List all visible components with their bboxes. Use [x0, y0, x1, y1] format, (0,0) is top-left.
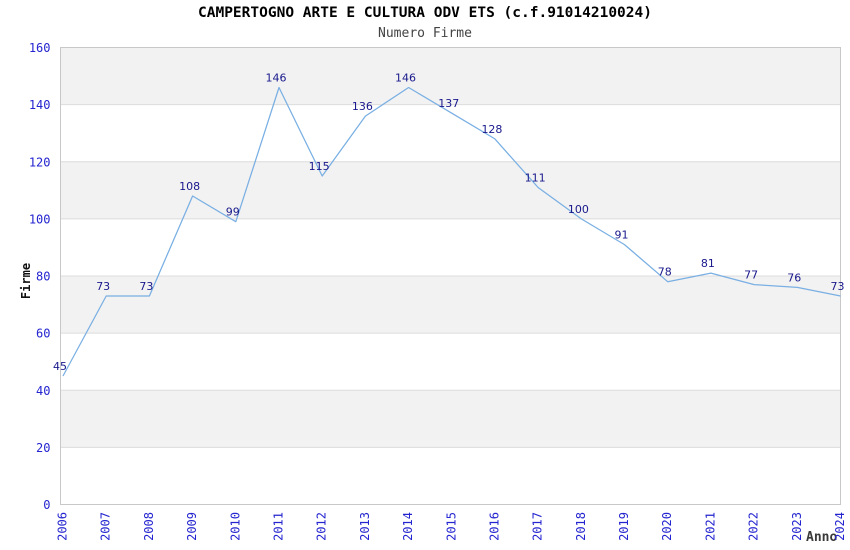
data-label: 73	[831, 280, 845, 293]
data-label: 128	[481, 123, 502, 136]
x-tick-label: 2012	[315, 512, 329, 541]
x-tick-label: 2017	[531, 512, 545, 541]
x-tick-label: 2019	[617, 512, 631, 541]
plot-band	[60, 47, 841, 105]
data-label: 81	[701, 257, 715, 270]
plot-border	[60, 47, 841, 505]
chart-subtitle: Numero Firme	[378, 26, 472, 41]
plot-band	[60, 390, 841, 448]
x-tick-label: 2010	[228, 512, 242, 541]
data-label: 108	[179, 180, 200, 193]
chart-title: CAMPERTOGNO ARTE E CULTURA ODV ETS (c.f.…	[198, 5, 652, 21]
x-tick-label: 2007	[99, 512, 113, 541]
data-label: 99	[226, 206, 240, 219]
data-label: 100	[568, 203, 589, 216]
y-tick-label: 120	[29, 155, 51, 169]
x-tick-label: 2021	[703, 512, 717, 541]
x-tick-label: 2015	[444, 512, 458, 541]
data-label: 146	[265, 71, 286, 84]
plot-band	[60, 276, 841, 334]
x-tick-label: 2011	[271, 512, 285, 541]
y-tick-label: 20	[36, 441, 50, 455]
y-tick-label: 0	[43, 498, 50, 512]
y-tick-label: 140	[29, 98, 51, 112]
data-label: 73	[139, 280, 153, 293]
x-axis-title: Anno	[806, 530, 838, 545]
x-tick-label: 2016	[487, 512, 501, 541]
x-tick-label: 2022	[747, 512, 761, 541]
data-label: 136	[352, 100, 373, 113]
x-tick-label: 2013	[358, 512, 372, 541]
data-label: 76	[787, 271, 801, 284]
x-tick-label: 2024	[833, 512, 847, 541]
x-tick-label: 2009	[185, 512, 199, 541]
data-label: 91	[615, 229, 629, 242]
x-tick-label: 2008	[142, 512, 156, 541]
data-label: 77	[744, 269, 758, 282]
x-tick-label: 2006	[56, 512, 70, 541]
x-tick-label: 2014	[401, 512, 415, 541]
data-label: 146	[395, 71, 416, 84]
data-label: 78	[658, 266, 672, 279]
y-tick-label: 40	[36, 384, 50, 398]
data-label: 111	[525, 171, 546, 184]
x-tick-label: 2020	[660, 512, 674, 541]
plot-band	[60, 161, 841, 219]
y-tick-label: 160	[29, 41, 51, 55]
x-tick-label: 2023	[790, 512, 804, 541]
x-tick-label: 2018	[574, 512, 588, 541]
data-label: 73	[96, 280, 110, 293]
series-line	[62, 86, 841, 377]
y-tick-label: 80	[36, 270, 50, 284]
data-label: 45	[53, 360, 67, 373]
y-tick-label: 60	[36, 327, 50, 341]
y-tick-label: 100	[29, 212, 51, 226]
data-label: 137	[438, 97, 459, 110]
data-label: 115	[309, 160, 330, 173]
